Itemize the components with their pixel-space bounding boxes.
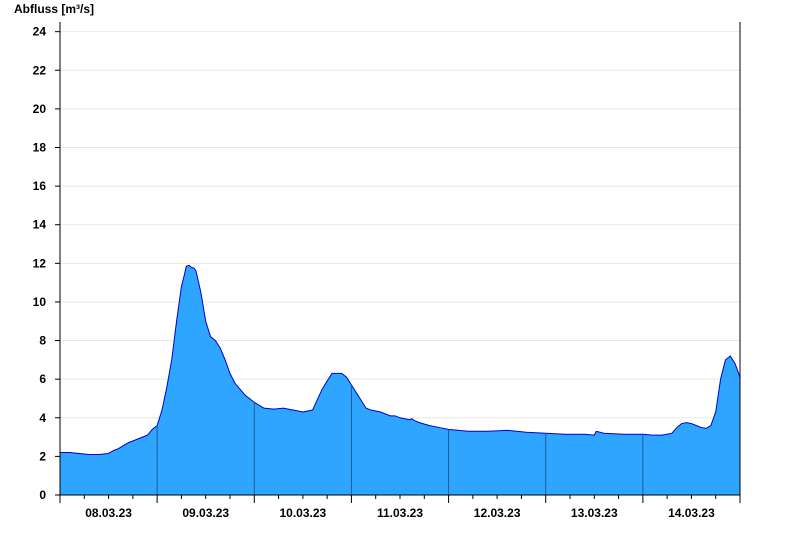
y-tick-label-9: 18 <box>33 140 47 154</box>
grid-lines <box>60 31 740 457</box>
y-axis-title: Abfluss [m³/s] <box>14 2 94 16</box>
y-tick-label-3: 6 <box>39 372 46 386</box>
x-tick-label-6: 14.03.23 <box>668 506 715 520</box>
x-tick-label-0: 08.03.23 <box>85 506 132 520</box>
x-tick-label-3: 11.03.23 <box>377 506 423 520</box>
y-tick-label-8: 16 <box>33 179 47 193</box>
y-tick-label-0: 0 <box>39 488 46 502</box>
day-boundaries <box>156 384 644 495</box>
y-tick-label-6: 12 <box>33 256 47 270</box>
y-tick-label-7: 14 <box>33 218 47 232</box>
y-tick-label-12: 24 <box>33 25 47 39</box>
y-tick-label-1: 2 <box>39 449 46 463</box>
x-tick-label-4: 12.03.23 <box>474 506 521 520</box>
y-tick-label-10: 20 <box>33 102 47 116</box>
x-tick-label-2: 10.03.23 <box>279 506 326 520</box>
area-layer <box>60 264 741 495</box>
x-tick-label-1: 09.03.23 <box>182 506 229 520</box>
y-tick-label-4: 8 <box>39 334 46 348</box>
x-tick-label-5: 13.03.23 <box>571 506 618 520</box>
y-tick-label-2: 4 <box>39 411 46 425</box>
series-area-0 <box>60 265 740 495</box>
y-tick-label-5: 10 <box>33 295 47 309</box>
series-line-0 <box>60 264 741 455</box>
y-tick-label-11: 22 <box>33 63 47 77</box>
x-ticks: 08.03.23 09.03.23 10.03.23 11.03.23 12.03.23… <box>59 495 741 520</box>
